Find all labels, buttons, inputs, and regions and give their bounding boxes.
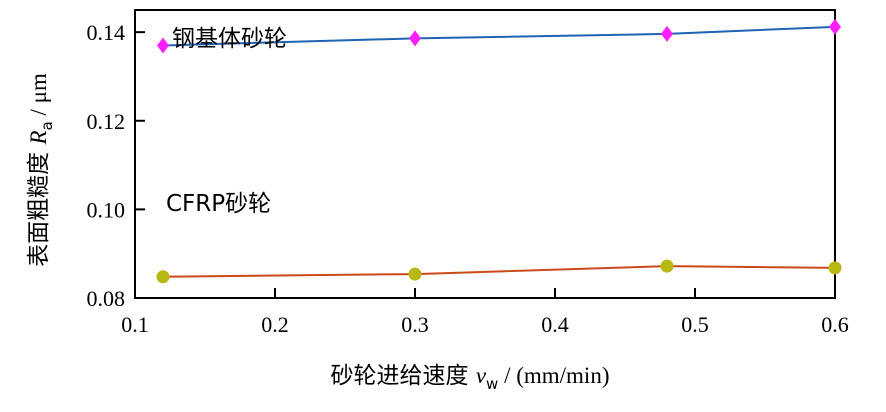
y-tick-label: 0.08 [87, 286, 126, 311]
x-tick-label: 0.1 [121, 312, 149, 337]
x-tick-label: 0.4 [541, 312, 569, 337]
axes: 0.1 0.2 0.3 0.4 0.5 0.6 0.08 0.10 0.12 0.14 [87, 20, 849, 337]
y-tick-label: 0.12 [87, 109, 126, 134]
plot-frame [134, 9, 836, 299]
y-axis-title-sub: a [38, 121, 56, 130]
series-label-steel: 钢基体砂轮 [172, 26, 287, 52]
data-point-circle [156, 270, 170, 284]
y-axis-title-var: R [26, 130, 51, 145]
series-layer [156, 18, 842, 284]
data-point-diamond [157, 37, 169, 54]
y-tick-label: 0.14 [87, 20, 126, 45]
data-point-diamond [409, 30, 421, 47]
x-axis-title-main: 砂轮进给速度 [331, 363, 476, 389]
series-line-0 [162, 25, 836, 47]
x-axis-title: 砂轮进给速度 vw / (mm/min) [331, 363, 610, 393]
x-tick-label: 0.3 [401, 312, 429, 337]
x-axis-title-sub: w [486, 375, 498, 393]
y-axis-title-unit: / μm [26, 73, 51, 121]
y-tick-label: 0.10 [87, 197, 126, 222]
data-point-circle [660, 259, 674, 273]
data-point-circle [828, 261, 842, 275]
x-tick-label: 0.6 [821, 312, 849, 337]
series-label-cfrp: CFRP砂轮 [166, 191, 271, 217]
y-axis-title-main: 表面粗糙度 [26, 145, 52, 267]
x-tick-label: 0.5 [681, 312, 709, 337]
data-point-circle [408, 267, 422, 281]
y-axis-title: 表面粗糙度 Ra / μm [26, 73, 56, 267]
x-axis-title-var: v [476, 363, 487, 388]
x-tick-label: 0.2 [261, 312, 289, 337]
data-point-diamond [661, 25, 673, 42]
data-point-diamond [829, 18, 841, 35]
series-labels: 钢基体砂轮 CFRP砂轮 [166, 26, 287, 217]
x-axis-title-unit: / (mm/min) [498, 363, 609, 388]
series-line-1 [162, 265, 836, 278]
